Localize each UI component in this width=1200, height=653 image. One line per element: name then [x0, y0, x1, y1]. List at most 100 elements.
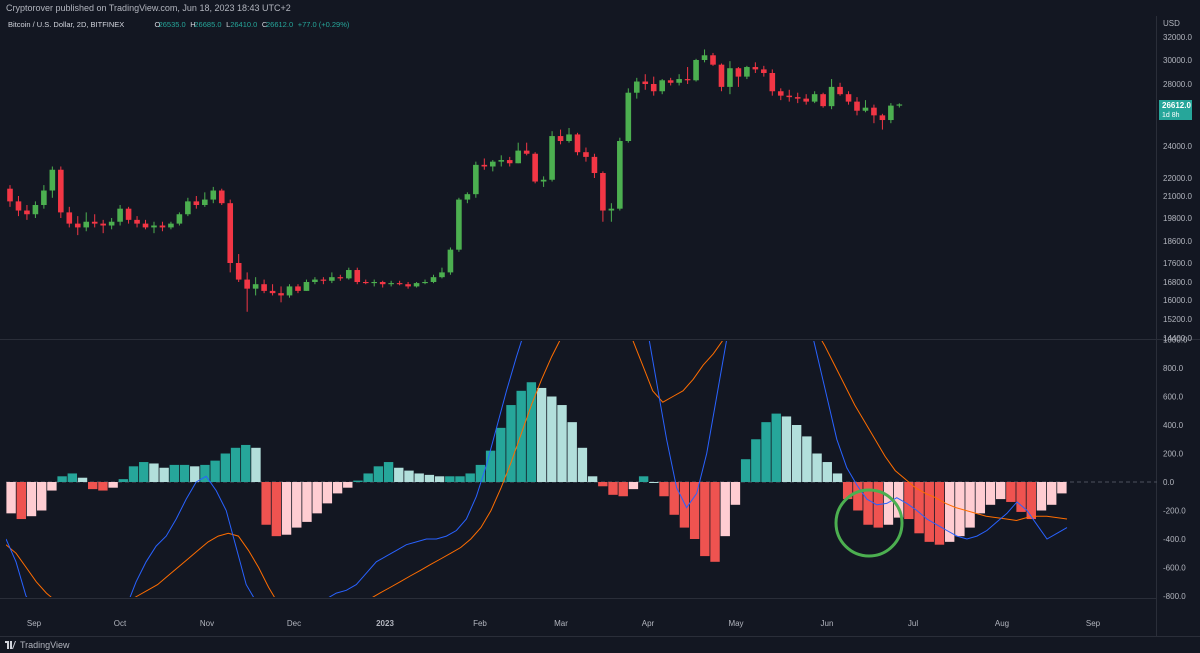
histogram-bar[interactable]: [251, 447, 261, 482]
histogram-bar[interactable]: [567, 422, 577, 482]
candle[interactable]: [405, 282, 411, 289]
candle[interactable]: [202, 192, 208, 207]
histogram-bar[interactable]: [404, 470, 414, 482]
histogram-bar[interactable]: [853, 482, 863, 511]
candle[interactable]: [49, 166, 56, 198]
candle[interactable]: [430, 274, 437, 284]
candle[interactable]: [676, 74, 682, 86]
histogram-bar[interactable]: [995, 482, 1006, 500]
candle[interactable]: [218, 188, 225, 206]
candle[interactable]: [91, 214, 98, 228]
candle[interactable]: [693, 58, 699, 82]
histogram-bar[interactable]: [108, 482, 118, 488]
candle[interactable]: [388, 280, 394, 287]
histogram-bar[interactable]: [802, 436, 812, 482]
candle[interactable]: [337, 274, 344, 281]
candle[interactable]: [837, 82, 843, 96]
candle[interactable]: [235, 254, 242, 282]
histogram-bar[interactable]: [1016, 482, 1026, 512]
signal-line[interactable]: [6, 290, 1068, 625]
candle[interactable]: [523, 142, 530, 156]
candle[interactable]: [83, 212, 90, 232]
macd-line[interactable]: [6, 183, 1068, 622]
candle[interactable]: [574, 132, 581, 156]
candle[interactable]: [862, 100, 869, 113]
candle[interactable]: [481, 158, 488, 170]
candle[interactable]: [58, 166, 64, 218]
candle[interactable]: [329, 272, 335, 284]
candle[interactable]: [456, 197, 462, 252]
histogram-bar[interactable]: [118, 479, 129, 482]
candle[interactable]: [7, 185, 13, 207]
histogram-bar[interactable]: [26, 482, 37, 517]
histogram-bar[interactable]: [16, 482, 27, 520]
candle[interactable]: [295, 284, 301, 294]
candle[interactable]: [532, 152, 538, 184]
histogram-bar[interactable]: [832, 473, 843, 482]
histogram-bar[interactable]: [985, 482, 996, 505]
candle[interactable]: [642, 74, 649, 90]
histogram-bar[interactable]: [893, 482, 904, 518]
histogram-bar[interactable]: [618, 482, 628, 497]
candle[interactable]: [718, 63, 725, 92]
candle[interactable]: [371, 279, 378, 287]
histogram-bar[interactable]: [465, 473, 475, 482]
histogram-bar[interactable]: [6, 482, 16, 514]
histogram-bar[interactable]: [1006, 482, 1016, 502]
histogram-bar[interactable]: [302, 482, 312, 522]
histogram-bar[interactable]: [944, 482, 955, 542]
candle[interactable]: [354, 267, 361, 285]
candle[interactable]: [650, 76, 657, 96]
candle[interactable]: [828, 79, 835, 110]
candle[interactable]: [303, 279, 310, 291]
candle[interactable]: [346, 267, 352, 280]
histogram-bar[interactable]: [88, 482, 98, 490]
candle[interactable]: [74, 216, 81, 236]
histogram-bar[interactable]: [557, 405, 567, 482]
candle[interactable]: [777, 88, 784, 101]
histogram-bar[interactable]: [781, 416, 792, 482]
candle[interactable]: [625, 88, 632, 143]
histogram-bar[interactable]: [77, 477, 88, 482]
candle[interactable]: [447, 247, 454, 275]
histogram-bar[interactable]: [822, 462, 832, 482]
histogram-bar[interactable]: [842, 482, 853, 500]
histogram-bar[interactable]: [914, 482, 924, 534]
histogram-bar[interactable]: [434, 476, 445, 482]
histogram-bar[interactable]: [332, 482, 343, 494]
histogram-bar[interactable]: [139, 462, 149, 482]
histogram-bar[interactable]: [271, 482, 282, 537]
histogram-bar[interactable]: [179, 464, 190, 482]
candle[interactable]: [269, 284, 276, 296]
histogram-bar[interactable]: [577, 447, 588, 482]
candle[interactable]: [41, 185, 47, 209]
histogram-bar[interactable]: [159, 467, 169, 482]
histogram-bar[interactable]: [679, 482, 690, 528]
histogram-bar[interactable]: [394, 467, 404, 482]
candle[interactable]: [100, 219, 106, 234]
histogram-bar[interactable]: [526, 382, 537, 482]
candle[interactable]: [701, 49, 708, 63]
candle[interactable]: [278, 286, 284, 303]
candle[interactable]: [252, 277, 259, 296]
histogram-bar[interactable]: [47, 482, 57, 491]
histogram-bar[interactable]: [220, 453, 231, 483]
candle[interactable]: [540, 176, 547, 187]
histogram-bar[interactable]: [720, 482, 730, 537]
candle[interactable]: [396, 280, 403, 286]
histogram-bar[interactable]: [475, 464, 486, 482]
histogram-bar[interactable]: [363, 473, 373, 482]
candle[interactable]: [591, 153, 598, 178]
candle[interactable]: [871, 104, 877, 124]
candle[interactable]: [786, 89, 793, 102]
histogram-bar[interactable]: [536, 387, 547, 482]
candle[interactable]: [735, 67, 742, 87]
histogram-bar[interactable]: [445, 476, 455, 482]
candle[interactable]: [176, 212, 183, 226]
histogram-bar[interactable]: [812, 453, 822, 483]
histogram-bar[interactable]: [230, 447, 241, 482]
candle[interactable]: [244, 272, 250, 312]
histogram-bar[interactable]: [761, 422, 771, 482]
histogram-bar[interactable]: [669, 482, 679, 515]
histogram-bar[interactable]: [587, 476, 598, 482]
